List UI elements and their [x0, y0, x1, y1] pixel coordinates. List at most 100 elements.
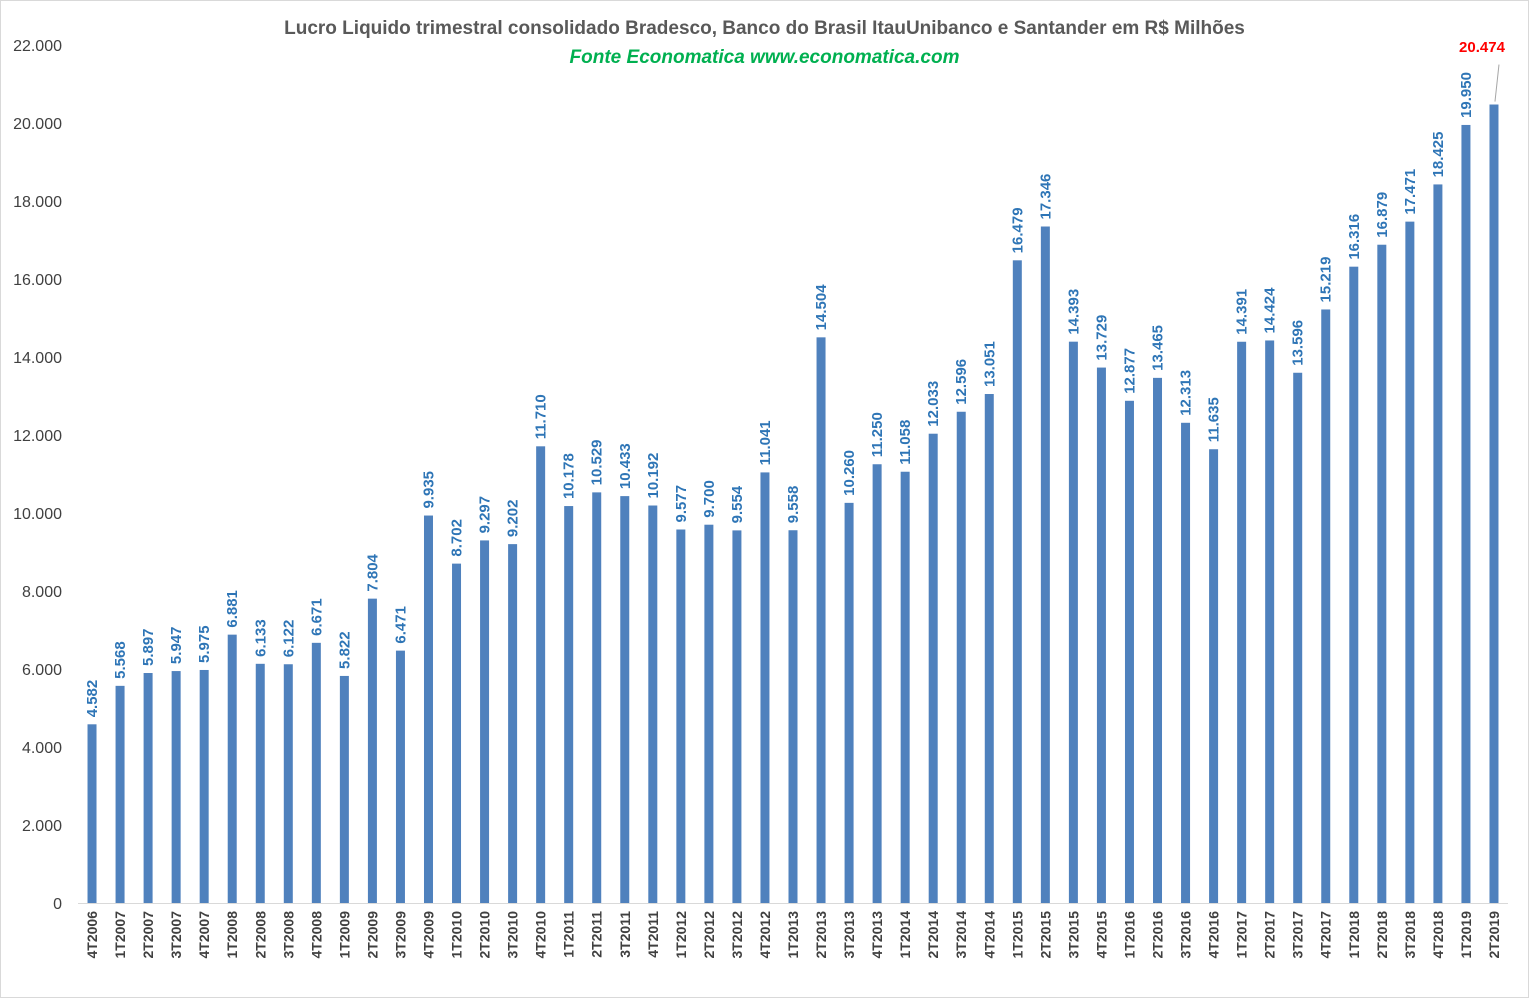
data-label: 10.433	[617, 443, 634, 489]
data-label: 12.313	[1178, 370, 1195, 416]
bar	[536, 446, 546, 903]
x-tick-label: 4T2012	[757, 911, 773, 959]
bar	[1489, 104, 1499, 904]
data-label: 9.297	[477, 496, 494, 534]
bar	[199, 669, 209, 903]
x-tick-label: 4T2006	[84, 911, 100, 959]
x-tick-label: 4T2009	[420, 911, 436, 959]
x-tick-label: 3T2009	[392, 911, 408, 959]
data-label: 9.202	[505, 500, 522, 538]
bar	[1068, 341, 1078, 904]
x-tick-label: 3T2012	[729, 911, 745, 959]
bar	[1153, 377, 1163, 903]
bar	[928, 433, 938, 903]
y-tick-label: 16.000	[13, 272, 62, 289]
bar	[984, 394, 994, 903]
data-label: 15.219	[1318, 257, 1335, 303]
data-label: 11.041	[757, 420, 774, 465]
x-tick-label: 1T2014	[897, 911, 913, 959]
x-tick-label: 2T2012	[701, 911, 717, 959]
bar	[676, 529, 686, 903]
x-tick-label: 3T2013	[841, 911, 857, 959]
bar	[872, 464, 882, 903]
x-tick-label: 2T2007	[140, 911, 156, 959]
x-tick-label: 3T2010	[505, 911, 521, 959]
x-tick-label: 1T2018	[1346, 911, 1362, 959]
x-tick-label: 3T2011	[617, 911, 633, 958]
x-tick-label: 1T2019	[1458, 911, 1474, 959]
x-tick-label: 1T2009	[336, 911, 352, 959]
data-label: 11.635	[1206, 397, 1223, 442]
bar	[143, 673, 153, 903]
x-tick-label: 2T2008	[252, 911, 268, 959]
x-tick-label: 4T2014	[981, 911, 997, 959]
data-label: 18.425	[1430, 132, 1447, 178]
y-tick-label: 2.000	[22, 818, 62, 835]
data-label: 16.316	[1346, 214, 1363, 260]
x-tick-label: 4T2018	[1430, 911, 1446, 959]
data-label: 19.950	[1458, 72, 1475, 118]
data-label: 5.947	[168, 627, 185, 665]
data-label: 14.393	[1065, 289, 1082, 335]
data-label: 5.975	[196, 625, 213, 663]
bar	[1012, 260, 1022, 904]
y-tick-label: 4.000	[22, 740, 62, 757]
bar	[423, 515, 433, 903]
data-label: 6.471	[392, 606, 409, 644]
data-label: 9.935	[420, 471, 437, 509]
data-label: 17.471	[1402, 169, 1419, 215]
bar	[760, 472, 770, 903]
y-tick-label: 12.000	[13, 428, 62, 445]
x-tick-label: 1T2007	[112, 911, 128, 959]
x-tick-label: 4T2015	[1093, 911, 1109, 959]
bar	[1321, 309, 1331, 904]
data-label: 12.877	[1121, 348, 1138, 394]
y-tick-label: 8.000	[22, 584, 62, 601]
bar	[311, 642, 321, 903]
x-tick-label: 1T2016	[1121, 911, 1137, 959]
data-label: 9.577	[673, 485, 690, 523]
x-tick-label: 2T2010	[477, 911, 493, 959]
data-label: 14.504	[813, 284, 830, 331]
bar	[1096, 367, 1106, 904]
leader-line	[1494, 64, 1500, 102]
bar	[1265, 340, 1275, 903]
x-tick-label: 3T2016	[1178, 911, 1194, 959]
bar	[844, 502, 854, 903]
data-label: 5.568	[112, 641, 129, 679]
data-label: 14.424	[1262, 287, 1279, 334]
bar	[227, 634, 237, 903]
bar	[1461, 124, 1471, 903]
x-tick-label: 2T2016	[1150, 911, 1166, 959]
data-label: 7.804	[364, 553, 381, 591]
bar	[1040, 226, 1050, 904]
x-tick-label: 4T2007	[196, 911, 212, 959]
bar	[620, 496, 630, 903]
bar	[900, 471, 910, 903]
bar	[1237, 341, 1247, 904]
data-label: 13.465	[1150, 325, 1167, 371]
x-tick-label: 1T2008	[224, 911, 240, 959]
x-tick-label: 1T2010	[449, 911, 465, 959]
data-label: 10.178	[561, 453, 578, 499]
bar	[171, 671, 181, 903]
x-tick-label: 3T2015	[1065, 911, 1081, 959]
x-tick-label: 1T2012	[673, 911, 689, 959]
data-label: 9.700	[701, 480, 718, 518]
data-label: 10.529	[589, 439, 606, 485]
bar	[1433, 184, 1443, 904]
data-label: 6.671	[308, 598, 325, 636]
data-label: 11.710	[533, 394, 550, 439]
y-tick-label: 14.000	[13, 350, 62, 367]
y-tick-label: 18.000	[13, 194, 62, 211]
bar	[508, 544, 518, 903]
x-tick-label: 4T2013	[869, 911, 885, 959]
x-tick-label: 4T2011	[645, 911, 661, 958]
data-label: 9.558	[785, 486, 802, 524]
data-label: 16.479	[1009, 207, 1026, 253]
chart-subtitle: Fonte Economatica www.economatica.com	[569, 47, 960, 68]
data-label: 11.058	[897, 420, 914, 465]
x-tick-label: 1T2011	[561, 911, 577, 958]
bar	[732, 530, 742, 903]
data-label: 5.822	[336, 631, 353, 669]
